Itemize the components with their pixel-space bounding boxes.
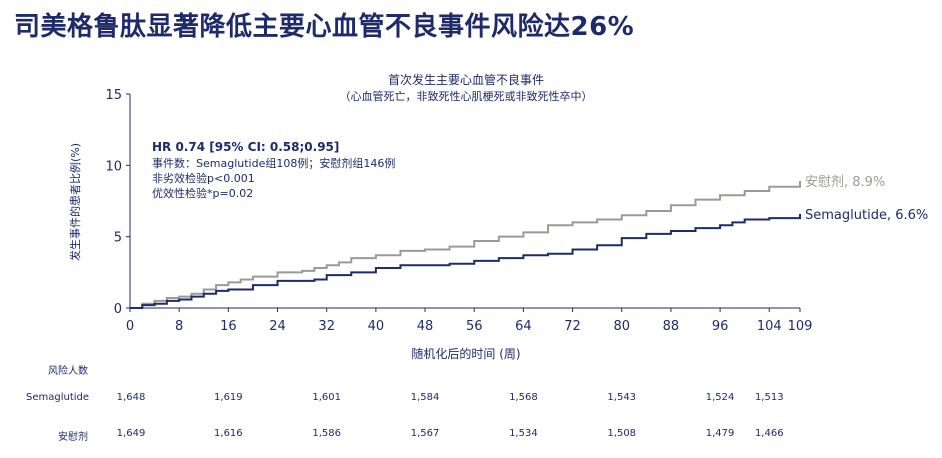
risk-cell: 1,601	[312, 392, 342, 403]
risk-cell: 1,543	[607, 392, 637, 403]
risk-cell: 1,567	[410, 428, 440, 439]
risk-cell: 1,466	[754, 428, 784, 439]
axes: 0 5 10 15 0 8 16 24 32 40 48 56 64 72 80 88 96 104 109	[105, 88, 812, 334]
x-tick-label: 8	[175, 319, 183, 334]
risk-cell: 1,524	[705, 392, 735, 403]
risk-cell: 1,649	[116, 428, 146, 439]
risk-cell: 1,619	[214, 392, 243, 403]
series-end-label-semaglutide: Semaglutide, 6.6%	[805, 208, 928, 223]
series-line-semaglutide	[130, 213, 801, 309]
chart-title: 首次发生主要心血管不良事件	[388, 72, 544, 87]
risk-cell: 1,616	[214, 428, 243, 439]
y-axis-label: 发生事件的患者比例(%)	[68, 143, 82, 261]
x-tick-label: 32	[318, 319, 335, 334]
superiority-annotation: 优效性检验*p=0.02	[152, 186, 253, 200]
x-tick-label: 16	[220, 319, 237, 334]
x-tick-label: 96	[712, 319, 729, 334]
risk-cell: 1,568	[509, 392, 538, 403]
x-tick-label: 72	[564, 319, 581, 334]
x-tick-label: 109	[788, 319, 813, 334]
chart-subtitle: （心血管死亡，非致死性心肌梗死或非致死性卒中）	[340, 89, 593, 103]
y-tick-label: 0	[114, 302, 122, 317]
risk-cell: 1,513	[754, 392, 784, 403]
risk-row-label: 安慰剂	[58, 432, 88, 443]
risk-cell: 1,534	[509, 428, 538, 439]
noninferiority-annotation: 非劣效检验p<0.001	[152, 171, 255, 185]
x-tick-label: 88	[663, 319, 680, 334]
x-tick-label: 104	[757, 319, 782, 334]
risk-cell: 1,479	[705, 428, 735, 439]
km-chart: 首次发生主要心血管不良事件 （心血管死亡，非致死性心肌梗死或非致死性卒中） 发生…	[68, 72, 928, 360]
risk-row-label: Semaglutide	[26, 392, 90, 403]
page-title: 司美格鲁肽显著降低主要心血管不良事件风险达26%	[14, 12, 635, 42]
x-tick-label: 0	[126, 319, 134, 334]
risk-row-semaglutide: Semaglutide 1,648 1,619 1,601 1,584 1,568 1,5…	[0, 392, 942, 408]
series-line-placebo	[130, 181, 801, 309]
x-tick-label: 64	[515, 319, 532, 334]
y-tick-label: 10	[105, 159, 122, 174]
risk-cell: 1,586	[312, 428, 342, 439]
x-tick-label: 24	[269, 319, 286, 334]
risk-cell: 1,648	[116, 392, 146, 403]
x-tick-label: 48	[417, 319, 434, 334]
x-axis-label: 随机化后的时间 (周)	[411, 346, 520, 360]
risk-row-placebo: 安慰剂 1,649 1,616 1,586 1,567 1,534 1,508 1,479 1…	[0, 428, 942, 444]
y-tick-label: 5	[114, 231, 122, 246]
x-tick-label: 40	[368, 319, 385, 334]
series-end-label-placebo: 安慰剂, 8.9%	[805, 175, 885, 190]
y-tick-label: 15	[105, 88, 122, 103]
events-annotation: 事件数：Semaglutide组108例；安慰剂组146例	[152, 156, 395, 170]
hr-annotation: HR 0.74 [95% CI: 0.58;0.95]	[152, 140, 339, 154]
series-layer: 安慰剂, 8.9% Semaglutide, 6.6%	[130, 175, 928, 309]
x-tick-label: 80	[613, 319, 630, 334]
risk-cell: 1,508	[607, 428, 637, 439]
risk-cell: 1,584	[410, 392, 440, 403]
x-tick-label: 56	[466, 319, 483, 334]
risk-table-header: 风险人数	[48, 366, 88, 377]
